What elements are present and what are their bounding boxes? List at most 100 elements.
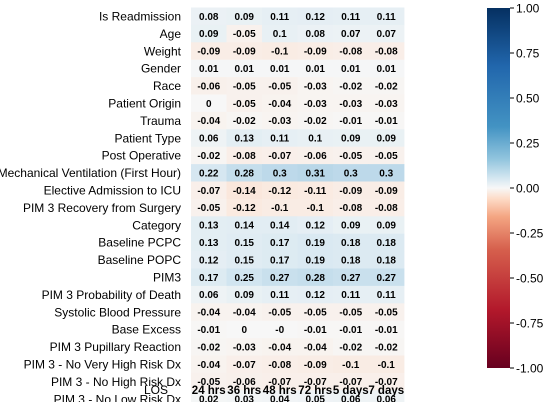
heatmap-cell xyxy=(191,268,227,287)
heatmap-cell xyxy=(191,285,227,304)
heatmap-cell xyxy=(368,111,405,130)
cell-value: -0.08 xyxy=(268,360,291,371)
heatmap-cell xyxy=(191,146,227,165)
heatmap-cell xyxy=(333,372,369,391)
cell-value: 0.04 xyxy=(270,395,290,402)
cell-value: 0.1 xyxy=(308,134,322,145)
row-label: Systolic Blood Pressure xyxy=(54,305,181,319)
cell-value: -0 xyxy=(275,325,284,336)
cell-value: 0.12 xyxy=(306,290,326,301)
cell-value: 0.25 xyxy=(235,273,255,284)
heatmap-cell xyxy=(297,198,334,217)
heatmap-cell xyxy=(262,181,298,200)
heatmap-cell xyxy=(297,24,334,43)
heatmap-cell xyxy=(262,77,298,95)
cell-value: 0.09 xyxy=(341,221,361,232)
heatmap-cell xyxy=(226,338,263,356)
cell-value: -0.09 xyxy=(339,186,362,197)
cell-value: -0.02 xyxy=(375,81,398,92)
heatmap-cell xyxy=(368,372,405,391)
heatmap-cell xyxy=(191,251,227,269)
heatmap-cell xyxy=(262,251,298,269)
heatmap-cell xyxy=(262,372,298,391)
column-label: 48 hrs xyxy=(263,385,297,397)
row-label: Base Excess xyxy=(112,323,181,337)
row-label: PIM 3 Probability of Death xyxy=(42,288,181,302)
heatmap-cell xyxy=(262,303,298,322)
cell-value: -0.09 xyxy=(197,47,220,58)
cell-value: 0 xyxy=(206,99,212,110)
heatmap-cell xyxy=(333,268,369,287)
cell-value: -0.08 xyxy=(339,47,362,58)
heatmap-cell xyxy=(191,42,227,61)
heatmap-cell xyxy=(262,164,298,182)
heatmap-cell xyxy=(333,251,369,269)
colorbar-tick-label: 0.25 xyxy=(516,136,540,150)
heatmap-cell xyxy=(297,59,334,78)
cell-value: -0.05 xyxy=(197,203,220,214)
cell-value: -0.01 xyxy=(339,116,362,127)
heatmap-cell xyxy=(333,24,369,43)
cell-value: 0.05 xyxy=(306,395,326,402)
cell-value: -0.08 xyxy=(233,151,256,162)
colorbar-gradient xyxy=(487,8,510,368)
heatmap-cell xyxy=(226,7,263,26)
cell-value: -0.08 xyxy=(375,203,398,214)
cell-value: -0.03 xyxy=(268,116,291,127)
cell-value: 0.27 xyxy=(270,273,290,284)
cell-value: -0.07 xyxy=(268,377,291,388)
cell-value: -0.05 xyxy=(233,99,256,110)
cell-value: -0.07 xyxy=(233,360,256,371)
cell-value: 0.17 xyxy=(270,238,290,249)
cell-value: 0.09 xyxy=(235,12,255,23)
cell-value: -0.07 xyxy=(268,151,291,162)
heatmap-cell xyxy=(297,285,334,304)
cell-value: -0.07 xyxy=(197,186,220,197)
cell-value: -0.08 xyxy=(339,203,362,214)
cell-value: 0.12 xyxy=(199,255,219,266)
cell-value: -0.06 xyxy=(304,151,327,162)
cell-value: 0 xyxy=(241,325,247,336)
heatmap-cell xyxy=(333,94,369,113)
cell-value: 0.18 xyxy=(341,255,361,266)
row-label: PIM 3 Recovery from Surgery xyxy=(23,201,181,215)
heatmap-cell xyxy=(368,77,405,95)
cell-value: 0.14 xyxy=(235,221,255,232)
colorbar-tick-label: 0.75 xyxy=(516,46,540,60)
cell-value: 0.09 xyxy=(199,29,219,40)
row-label: PIM 3 - No Very High Risk Dx xyxy=(24,358,181,372)
row-label: Elective Admission to ICU xyxy=(44,184,181,198)
heatmap-cell xyxy=(333,233,369,252)
column-label: 36 hrs xyxy=(227,385,261,397)
heatmap-cell xyxy=(368,198,405,217)
row-label: Post Operative xyxy=(102,149,182,163)
cell-value: -0.1 xyxy=(342,360,360,371)
heatmap-cell xyxy=(262,233,298,252)
heatmap-cell xyxy=(368,285,405,304)
column-label: 5 days xyxy=(333,385,369,397)
heatmap-cell xyxy=(226,129,263,148)
cell-value: -0.09 xyxy=(233,47,256,58)
cell-value: 0.01 xyxy=(377,64,397,75)
heatmap-cell xyxy=(191,198,227,217)
cell-value: -0.05 xyxy=(339,308,362,319)
heatmap-cell xyxy=(333,129,369,148)
heatmap-cell xyxy=(333,42,369,61)
cell-value: 0.18 xyxy=(341,238,361,249)
cell-value: 0.17 xyxy=(199,273,219,284)
row-label: Baseline POPC xyxy=(98,253,182,267)
cell-value: 0.28 xyxy=(306,273,326,284)
heatmap-cell xyxy=(368,7,405,26)
heatmap-cell xyxy=(333,59,369,78)
colorbar-ticks: 1.00 0.75 0.50 0.25 0.00 -0.25 -0.50 -0.75 -1.00 xyxy=(510,1,544,375)
cell-value: -0.09 xyxy=(375,186,398,197)
column-label: 7 days xyxy=(368,385,404,397)
heatmap-cell xyxy=(226,216,263,235)
heatmap-cell xyxy=(226,181,263,200)
heatmap-cell xyxy=(368,338,405,356)
heatmap-cell xyxy=(297,129,334,148)
heatmap-cell xyxy=(262,285,298,304)
cell-value: 0.27 xyxy=(377,273,397,284)
row-label: PIM 3 - No Low Risk Dx xyxy=(54,392,181,402)
cell-value: -0.03 xyxy=(233,342,256,353)
